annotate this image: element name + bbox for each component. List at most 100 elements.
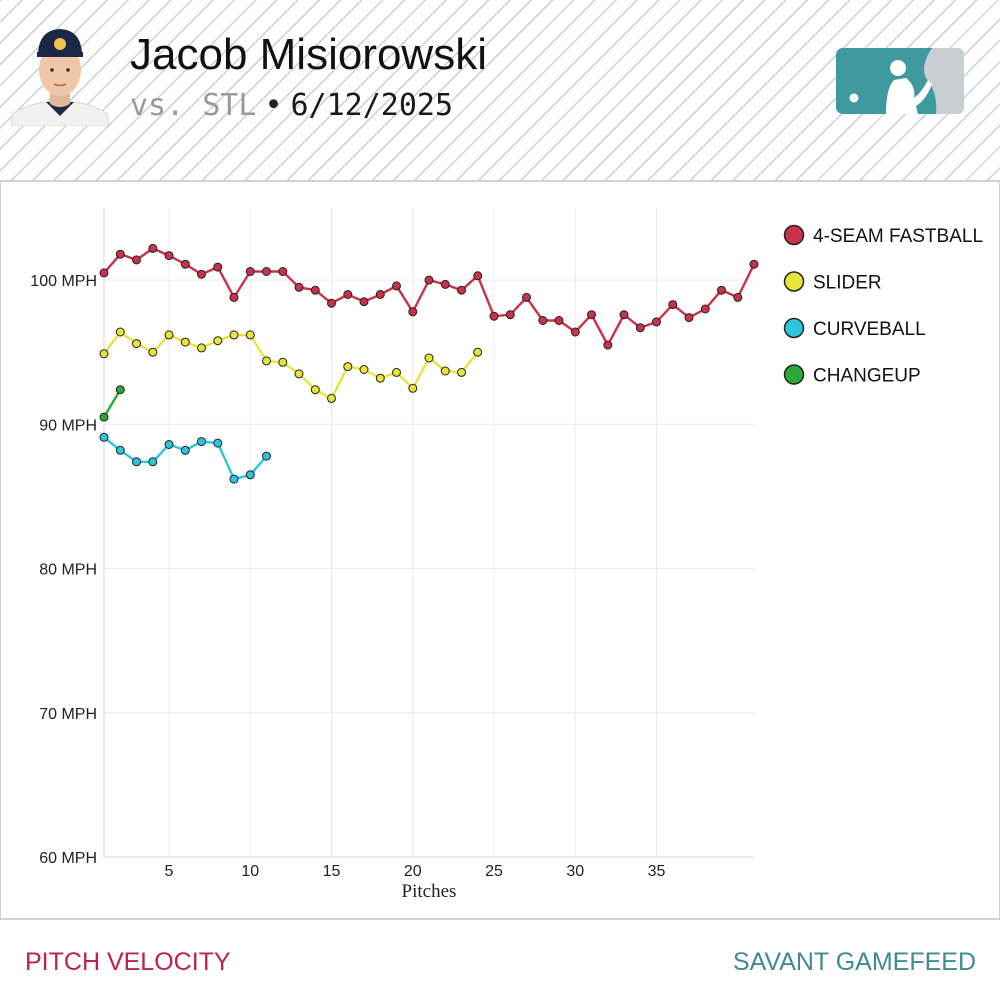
slider-point (99, 349, 109, 359)
slider-point (359, 365, 369, 374)
chart-axes: 5 10 15 20 25 30 35 60 MPH 70 MPH 80 MPH 90 MPH 100… (30, 208, 754, 880)
x-tick-label: 30 (566, 863, 584, 880)
slider-point (457, 367, 466, 377)
legend-label-changeup: CHANGEUP (813, 366, 921, 387)
4-seam-fastball-point (733, 292, 743, 302)
x-tick-label: 35 (648, 863, 666, 880)
4-seam-fastball-point (668, 300, 678, 310)
legend-label-curveball: CURVEBALL (813, 319, 926, 340)
slider-point (197, 343, 206, 353)
series-slider (99, 327, 483, 403)
footer: PITCH VELOCITY SAVANT GAMEFEED (0, 918, 1000, 1002)
slider-point (278, 357, 288, 367)
4-seam-fastball-point (749, 259, 759, 269)
slider-point (343, 362, 353, 372)
curveball-point (164, 440, 174, 449)
header: Jacob Misiorowski vs. STL • 6/12/2025 (0, 0, 1000, 182)
4-seam-fastball-point (197, 269, 206, 279)
slider-point (294, 369, 304, 379)
slider-point (392, 367, 401, 377)
game-date: 6/12/2025 (290, 88, 454, 123)
4-seam-fastball-point (99, 268, 109, 278)
curveball-point (197, 437, 206, 447)
4-seam-fastball-point (278, 267, 288, 276)
opponent-label: vs. STL (130, 88, 257, 123)
4-seam-fastball-point (148, 243, 158, 253)
legend-swatch-4-seam-fastball (783, 224, 805, 246)
slider-point (310, 385, 320, 395)
slider-point (440, 366, 450, 376)
4-seam-fastball-point (700, 304, 710, 314)
curveball-point (245, 470, 255, 480)
4-seam-fastball-point (327, 298, 336, 308)
slider-point (148, 347, 158, 357)
4-seam-fastball-point (294, 282, 304, 292)
4-seam-fastball-point (635, 323, 645, 333)
y-tick-label: 80 MPH (39, 562, 97, 579)
4-seam-fastball-point (245, 267, 255, 276)
slider-point (229, 330, 239, 340)
4-seam-fastball-point (262, 267, 271, 276)
4-seam-fastball-point (229, 292, 239, 302)
legend-label-slider: SLIDER (813, 273, 882, 294)
slider-point (375, 373, 385, 383)
4-seam-fastball-point (359, 297, 369, 307)
slider-point (424, 353, 434, 363)
slider-point (408, 383, 418, 393)
changeup-line (102, 389, 122, 418)
4-seam-fastball-point (603, 340, 613, 350)
slider-point (327, 393, 336, 403)
y-tick-label: 60 MPH (39, 850, 97, 867)
curveball-point (99, 432, 109, 442)
4-seam-fastball-point (132, 255, 141, 265)
chart-legend: 4-SEAM FASTBALL SLIDER CURVEBALL CHANGEUP (783, 224, 983, 387)
4-seam-fastball-point (164, 251, 174, 261)
slider-line (103, 330, 479, 400)
4-seam-fastball-point (570, 327, 580, 337)
curveball-point (213, 438, 223, 448)
slider-point (132, 339, 141, 349)
x-tick-label: 25 (485, 863, 503, 880)
series-changeup (99, 385, 125, 422)
x-tick-label: 15 (323, 863, 341, 880)
velocity-chart: 5 10 15 20 25 30 35 60 MPH 70 MPH 80 MPH 90 MPH 100… (30, 208, 983, 902)
x-tick-label: 20 (404, 863, 422, 880)
4-seam-fastball-point (522, 292, 531, 302)
4-seam-fastball-point (375, 290, 385, 299)
x-tick-label: 10 (241, 863, 259, 880)
curveball-point (115, 445, 125, 455)
series-curveball (99, 432, 271, 484)
4-seam-fastball-point (115, 249, 125, 259)
legend-swatch-changeup (783, 364, 805, 385)
player-name: Jacob Misiorowski (130, 30, 487, 79)
legend-swatch-curveball (783, 317, 805, 339)
4-seam-fastball-point (180, 259, 190, 269)
y-tick-label: 70 MPH (39, 706, 97, 723)
4-seam-fastball-point (489, 311, 499, 321)
4-seam-fastball-point (457, 285, 466, 295)
curveball-point (132, 457, 141, 467)
slider-point (262, 356, 271, 366)
4-seam-fastball-point (619, 310, 629, 320)
curveball-point (229, 474, 239, 484)
y-tick-label: 100 MPH (30, 273, 97, 290)
x-tick-label: 5 (165, 863, 174, 880)
slider-point (115, 327, 125, 337)
x-axis-title: Pitches (402, 881, 457, 902)
mlb-logo-icon (836, 48, 964, 114)
legend-label-4-seam-fastball: 4-SEAM FASTBALL (813, 226, 983, 247)
curveball-point (180, 445, 190, 455)
4-seam-fastball-point (408, 307, 418, 317)
separator-dot: • (264, 88, 283, 123)
curveball-line (103, 436, 268, 481)
4-seam-fastball-point (684, 313, 694, 323)
4-seam-fastball-point (310, 285, 320, 295)
chart-grid (104, 208, 754, 858)
4-seam-fastball-point (473, 271, 483, 281)
4-seam-fastball-point (213, 262, 223, 272)
changeup-point (115, 385, 125, 395)
slider-point (245, 330, 255, 340)
4-seam-fastball-point (440, 279, 450, 289)
4-seam-fastball-point (717, 285, 726, 295)
player-headshot (11, 29, 109, 126)
